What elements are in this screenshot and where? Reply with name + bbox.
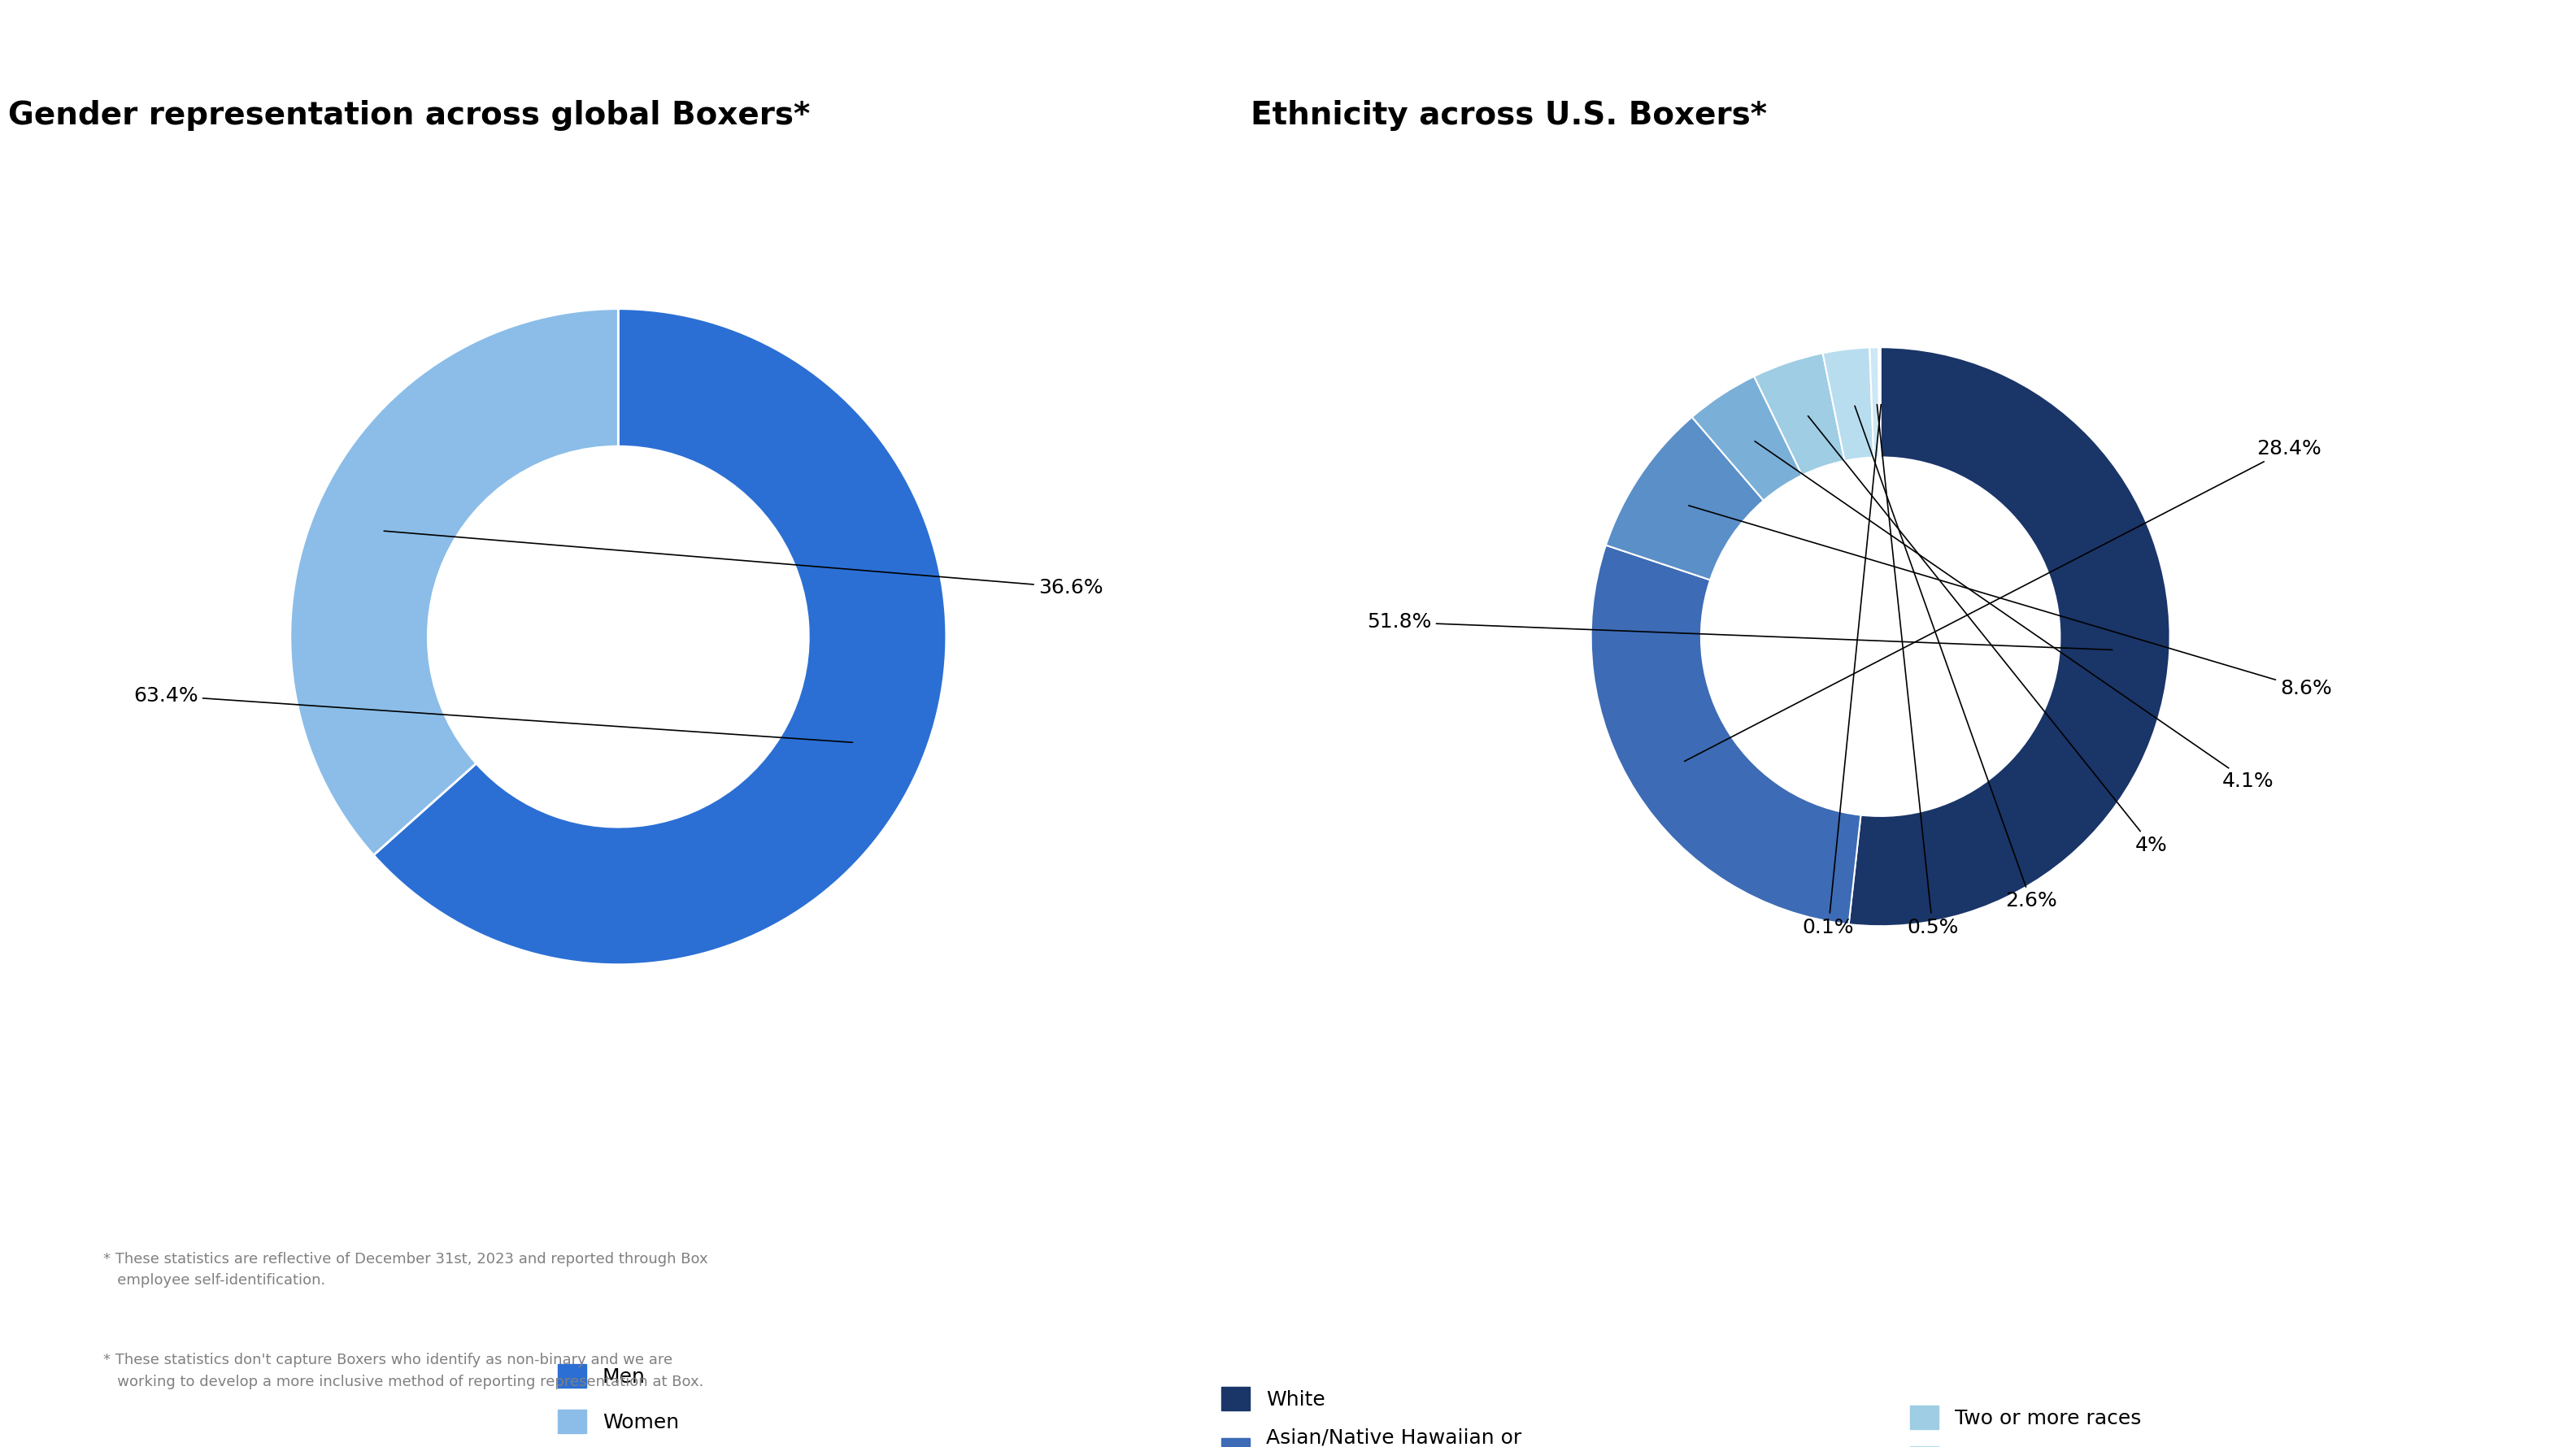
- Text: 4.1%: 4.1%: [1754, 441, 2275, 792]
- Wedge shape: [1692, 376, 1803, 501]
- Text: 8.6%: 8.6%: [1690, 505, 2331, 699]
- Text: 36.6%: 36.6%: [384, 531, 1103, 598]
- Text: 28.4%: 28.4%: [1685, 438, 2321, 761]
- Wedge shape: [1870, 347, 1880, 457]
- Text: 0.5%: 0.5%: [1878, 405, 1958, 936]
- Text: Gender representation across global Boxers*: Gender representation across global Boxe…: [8, 100, 809, 130]
- Text: 2.6%: 2.6%: [1855, 407, 2056, 910]
- Text: 51.8%: 51.8%: [1368, 612, 2112, 650]
- Text: 4%: 4%: [1808, 415, 2166, 855]
- Wedge shape: [1605, 417, 1765, 580]
- Text: 0.1%: 0.1%: [1803, 405, 1880, 936]
- Text: 63.4%: 63.4%: [134, 686, 853, 742]
- Wedge shape: [374, 308, 945, 965]
- Wedge shape: [1824, 347, 1873, 460]
- Wedge shape: [291, 308, 618, 855]
- Wedge shape: [1754, 353, 1844, 475]
- Wedge shape: [1592, 546, 1860, 925]
- Legend: Two or more races, Decline to State, Other, American Indian or Alaska Native: Two or more races, Decline to State, Oth…: [1911, 1405, 2293, 1447]
- Legend: Men, Women: Men, Women: [556, 1365, 680, 1434]
- Text: * These statistics are reflective of December 31st, 2023 and reported through Bo: * These statistics are reflective of Dec…: [103, 1252, 708, 1288]
- Wedge shape: [1850, 347, 2169, 926]
- Text: * These statistics don't capture Boxers who identify as non-binary and we are
  : * These statistics don't capture Boxers …: [103, 1353, 703, 1389]
- Text: Ethnicity across U.S. Boxers*: Ethnicity across U.S. Boxers*: [1249, 100, 1767, 130]
